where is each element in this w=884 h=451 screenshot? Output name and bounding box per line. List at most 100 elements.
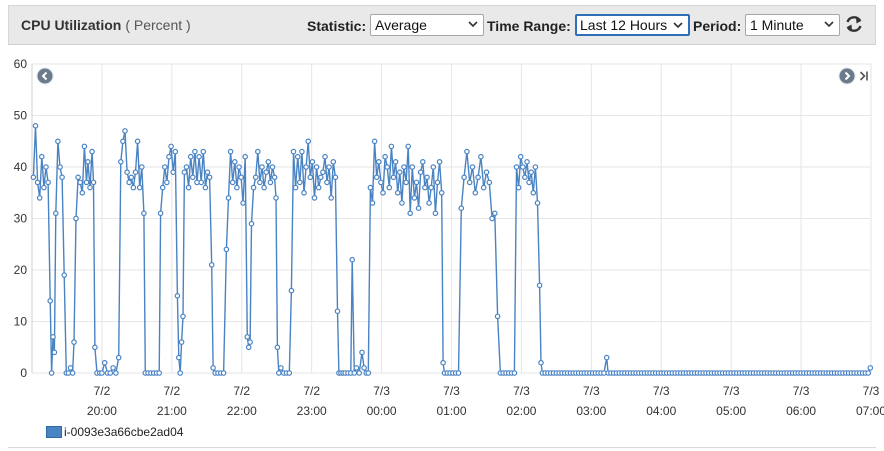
time-range-select-value: Last 12 Hours: [580, 17, 668, 33]
data-point: [511, 370, 518, 376]
data-point: [120, 138, 126, 145]
data-point: [655, 370, 662, 376]
data-point: [36, 195, 43, 201]
data-point: [61, 272, 67, 278]
data-point: [166, 153, 172, 160]
data-point: [57, 164, 63, 170]
data-point: [198, 179, 205, 186]
data-point: [315, 184, 322, 191]
data-point: [232, 159, 238, 165]
y-tick-label: 30: [14, 212, 28, 226]
x-tick-time-label: 01:00: [436, 404, 466, 418]
refresh-icon[interactable]: [843, 13, 865, 35]
x-tick-time-label: 02:00: [506, 404, 536, 418]
data-point: [124, 169, 130, 176]
data-point: [67, 365, 74, 371]
data-point: [172, 148, 179, 155]
data-point: [369, 200, 376, 206]
data-point: [464, 148, 470, 155]
data-point: [97, 370, 103, 376]
skip-to-end-icon[interactable]: [858, 67, 870, 85]
chart-title: CPU Utilization( Percent ): [21, 17, 191, 33]
data-point: [865, 370, 872, 376]
data-point: [113, 370, 119, 376]
data-point: [274, 344, 281, 351]
data-point: [353, 365, 360, 371]
data-point: [267, 179, 274, 186]
data-point: [722, 370, 729, 376]
data-point: [644, 370, 651, 376]
data-point: [244, 334, 251, 340]
x-tick-date-label: 7/3: [583, 384, 600, 398]
data-point: [430, 164, 437, 170]
data-point: [817, 370, 824, 376]
data-point: [118, 159, 124, 165]
chart-header: CPU Utilization( Percent ) Statistic: Av…: [8, 5, 876, 45]
data-point: [812, 370, 818, 376]
data-point: [115, 354, 122, 361]
data-point: [52, 210, 59, 217]
data-point: [426, 200, 432, 206]
data-point: [528, 169, 535, 176]
data-point: [240, 200, 246, 206]
time-range-select[interactable]: Last 12 Hours: [575, 14, 690, 36]
data-point: [708, 370, 715, 376]
data-point: [756, 370, 762, 376]
data-point: [128, 174, 135, 181]
data-point: [422, 184, 428, 191]
data-point: [336, 370, 342, 376]
x-tick-date-label: 7/2: [94, 384, 111, 398]
data-point: [854, 370, 860, 376]
data-point: [132, 169, 139, 176]
data-point: [45, 179, 51, 186]
data-point: [683, 370, 690, 376]
chart-legend[interactable]: i-0093e3a66cbe2ad04: [46, 425, 183, 439]
data-point: [627, 370, 634, 376]
data-point: [183, 164, 190, 170]
data-point: [622, 370, 628, 376]
data-point: [745, 370, 751, 376]
data-point: [367, 184, 374, 191]
data-point: [851, 370, 858, 376]
statistic-select-value: Average: [375, 17, 427, 33]
data-point: [803, 370, 810, 376]
data-point: [185, 184, 192, 191]
data-point: [48, 370, 55, 376]
data-point: [83, 179, 90, 186]
chevron-right-circle-icon[interactable]: [838, 67, 856, 85]
data-point: [624, 370, 631, 376]
data-point: [608, 370, 614, 376]
data-point: [694, 370, 701, 376]
data-point: [371, 138, 378, 145]
series-points: [30, 123, 874, 376]
data-point: [359, 349, 365, 356]
period-select[interactable]: 1 Minute: [745, 14, 840, 36]
x-tick-date-label: 7/2: [233, 384, 250, 398]
data-point: [388, 143, 395, 150]
data-point: [714, 370, 721, 376]
data-point: [561, 370, 568, 376]
statistic-select[interactable]: Average: [370, 14, 484, 36]
period-select-value: 1 Minute: [750, 17, 804, 33]
data-point: [633, 370, 639, 376]
data-point: [759, 370, 765, 376]
data-point: [334, 308, 341, 315]
data-point: [30, 174, 37, 181]
chevron-left-circle-icon[interactable]: [36, 67, 54, 85]
data-point: [356, 370, 363, 376]
data-point: [661, 370, 667, 376]
data-point: [505, 370, 512, 376]
x-tick-date-label: 7/2: [303, 384, 320, 398]
legend-label: i-0093e3a66cbe2ad04: [64, 425, 184, 439]
data-point: [229, 179, 236, 186]
data-point: [719, 370, 726, 376]
data-point: [142, 370, 149, 376]
data-point: [859, 370, 866, 376]
data-point: [63, 370, 70, 376]
data-point: [81, 143, 88, 150]
data-point: [848, 370, 855, 376]
data-point: [581, 370, 588, 376]
data-point: [801, 370, 807, 376]
data-point: [104, 370, 111, 376]
data-point: [432, 210, 439, 217]
